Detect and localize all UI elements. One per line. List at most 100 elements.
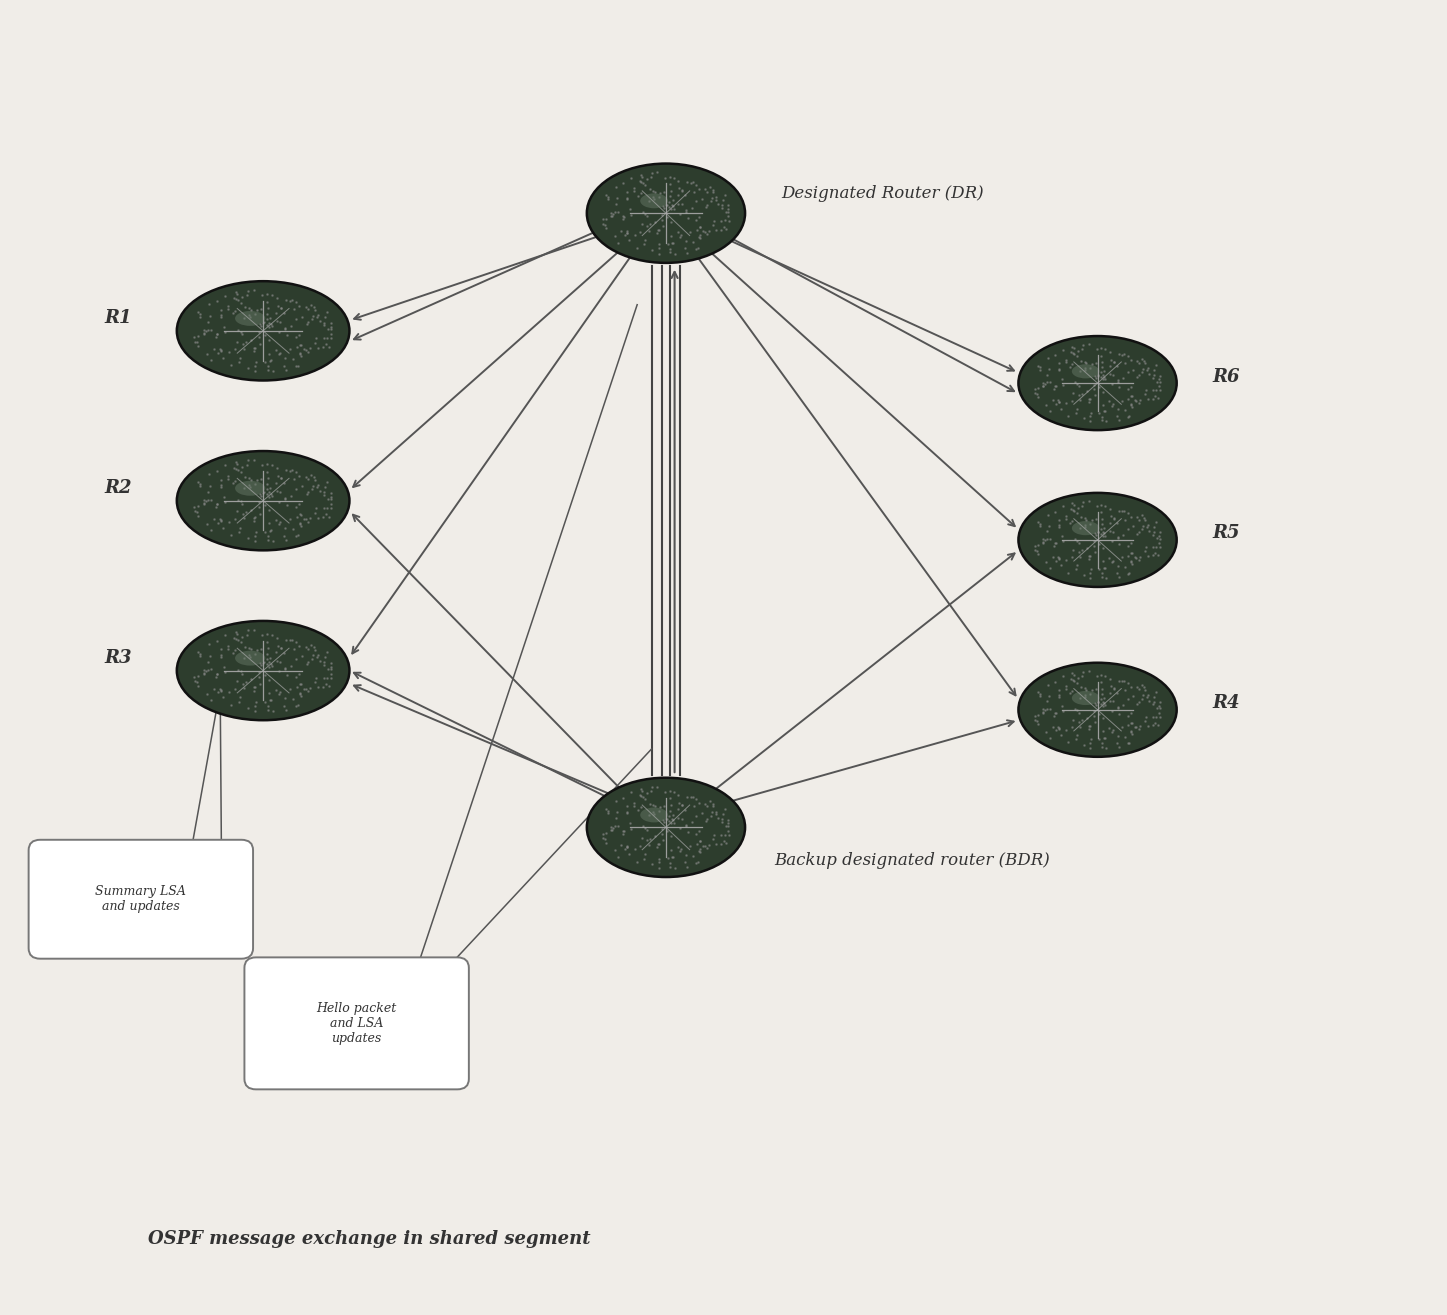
Point [1074, 508, 1097, 529]
Point [1082, 379, 1106, 400]
Point [305, 476, 328, 497]
Point [243, 525, 266, 546]
Point [1130, 518, 1153, 539]
Point [666, 222, 689, 243]
Point [320, 327, 343, 348]
Point [682, 231, 705, 252]
Point [320, 483, 343, 504]
Point [1133, 384, 1156, 405]
Point [616, 222, 640, 243]
Point [660, 813, 683, 834]
Point [250, 655, 273, 676]
Point [601, 205, 624, 226]
Point [259, 350, 282, 371]
Point [1133, 352, 1156, 373]
Point [715, 815, 738, 836]
Point [1023, 539, 1046, 560]
Point [710, 825, 734, 846]
Point [320, 320, 343, 341]
Point [1062, 383, 1085, 404]
Point [272, 642, 295, 663]
Point [1061, 354, 1084, 375]
Point [1082, 366, 1106, 387]
Point [1079, 510, 1103, 531]
Point [200, 689, 223, 710]
Point [1120, 542, 1143, 563]
Point [242, 341, 265, 362]
Point [294, 297, 317, 318]
Point [1149, 366, 1172, 387]
Point [1051, 696, 1074, 717]
Point [300, 479, 323, 500]
Point [618, 199, 641, 220]
Point [233, 677, 256, 698]
Point [1024, 710, 1048, 731]
Point [1092, 558, 1116, 579]
Point [716, 201, 739, 222]
Point [1117, 346, 1140, 367]
Point [204, 667, 227, 688]
Point [255, 314, 278, 335]
Point [1119, 533, 1142, 554]
Point [252, 312, 275, 333]
Point [653, 181, 676, 203]
Point [645, 836, 669, 857]
Point [1065, 700, 1088, 721]
Point [315, 301, 339, 322]
Point [288, 494, 311, 515]
Point [1043, 702, 1066, 723]
Point [1142, 715, 1165, 736]
Point [1090, 513, 1113, 534]
Point [603, 840, 627, 861]
Point [1101, 393, 1124, 414]
Point [650, 209, 673, 230]
Point [1065, 725, 1088, 746]
Point [1079, 402, 1103, 423]
Point [658, 788, 682, 809]
Point [265, 302, 288, 323]
Point [197, 659, 220, 680]
Point [258, 487, 281, 508]
Point [648, 848, 671, 869]
Point [1055, 550, 1078, 571]
Point [1037, 400, 1061, 421]
Point [1098, 521, 1121, 542]
Text: R5: R5 [1213, 525, 1240, 542]
Point [1036, 675, 1059, 696]
Point [1142, 364, 1165, 385]
Point [1082, 701, 1106, 722]
Point [705, 834, 728, 855]
Point [1090, 406, 1113, 427]
Point [609, 835, 632, 856]
Point [629, 827, 653, 848]
Point [676, 242, 699, 263]
Point [1046, 547, 1069, 568]
Point [1055, 719, 1078, 740]
Point [205, 460, 229, 481]
Point [205, 323, 229, 345]
Point [1068, 688, 1091, 709]
Point [288, 514, 311, 535]
Point [693, 221, 716, 242]
Point [653, 197, 676, 218]
Point [1043, 376, 1066, 397]
Point [1087, 364, 1110, 385]
Point [1149, 380, 1172, 401]
Point [1134, 706, 1158, 727]
Point [279, 485, 302, 506]
Point [1068, 360, 1091, 381]
Point [715, 201, 738, 222]
Point [658, 242, 682, 263]
Point [265, 509, 288, 530]
Point [243, 355, 266, 376]
Point [1032, 702, 1055, 723]
Point [275, 530, 298, 551]
Point [1059, 498, 1082, 519]
Point [285, 309, 308, 330]
Point [706, 193, 729, 214]
Point [1071, 338, 1094, 359]
Point [224, 629, 247, 650]
Point [205, 493, 229, 514]
Point [644, 796, 667, 817]
Point [634, 230, 657, 251]
